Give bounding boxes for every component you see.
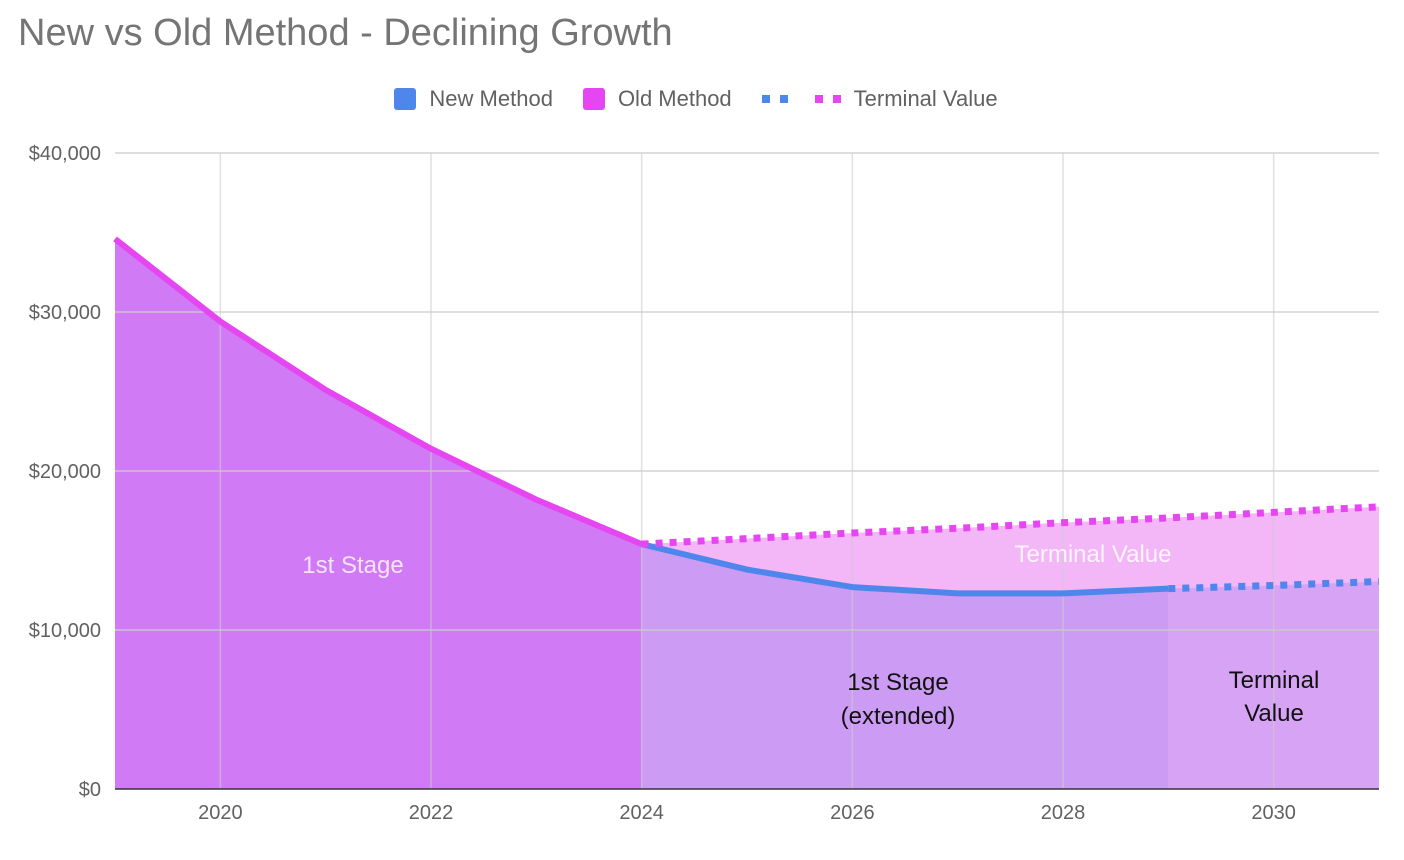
x-tick-label: 2022 <box>409 802 454 824</box>
legend-swatch-old-method <box>582 88 605 110</box>
y-tick-label: $10,000 <box>29 620 101 642</box>
x-tick-label: 2020 <box>198 802 243 824</box>
line-old-method <box>113 236 643 547</box>
line-new-method <box>640 541 1169 597</box>
label-extended-line2: (extended) <box>841 703 956 730</box>
y-tick-label: $0 <box>79 779 101 801</box>
region-labels: 1st Stage Terminal Value 1st Stage (extende… <box>302 541 1319 730</box>
chart-title: New vs Old Method - Declining Growth <box>18 12 673 54</box>
legend: New Method Old Method Terminal Value <box>0 82 1398 116</box>
label-terminal-value-old: Terminal Value <box>1015 541 1172 568</box>
label-terminal-line1: Terminal <box>1229 667 1320 694</box>
x-tick-label: 2024 <box>619 802 664 824</box>
axes: $0 $10,000 $20,000 $30,000 $40,000 2020 2022 20… <box>29 143 1379 824</box>
label-extended-line1: 1st Stage <box>847 669 948 696</box>
label-terminal-line2: Value <box>1244 700 1304 727</box>
legend-dots-new-method <box>761 95 788 103</box>
legend-label-old-method: Old Method <box>617 86 732 111</box>
legend-dots-old-method <box>814 95 841 103</box>
x-tick-label: 2028 <box>1041 802 1086 824</box>
x-tick-label: 2026 <box>830 802 875 824</box>
y-tick-label: $30,000 <box>29 302 101 324</box>
y-tick-label: $20,000 <box>29 461 101 483</box>
legend-item-terminal-value[interactable]: Terminal Value <box>761 86 998 112</box>
line-terminal-old <box>641 503 1380 548</box>
legend-item-old-method[interactable]: Old Method <box>582 86 732 112</box>
area-fills <box>115 238 1379 790</box>
series-lines <box>113 236 1380 597</box>
grid-lines <box>115 152 1379 789</box>
legend-swatch-new-method <box>394 88 417 110</box>
area-extended-stage <box>641 544 1169 789</box>
area-first-stage <box>115 238 642 790</box>
label-first-stage: 1st Stage <box>302 552 403 579</box>
legend-label-terminal-value: Terminal Value <box>853 86 998 111</box>
x-tick-label: 2030 <box>1251 802 1296 824</box>
legend-label-new-method: New Method <box>429 86 553 111</box>
y-tick-label: $40,000 <box>29 143 101 165</box>
legend-item-new-method[interactable]: New Method <box>394 86 553 112</box>
